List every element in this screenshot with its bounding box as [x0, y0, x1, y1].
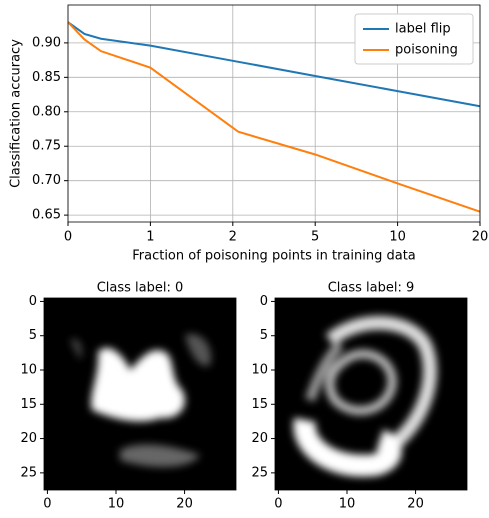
y-tick-label: 0.90	[32, 35, 61, 50]
y-tick-label: 0.65	[32, 208, 61, 223]
legend-label: label flip	[395, 22, 451, 37]
x-axis-label: Fraction of poisoning points in training…	[132, 249, 416, 264]
x-tick-label: 20	[472, 230, 489, 245]
x-tick-label: 10	[389, 230, 406, 245]
y-tick-label: 15	[20, 397, 37, 412]
x-tick-label: 20	[407, 497, 424, 512]
image-title: Class label: 0	[97, 281, 184, 296]
legend-box	[354, 13, 474, 65]
digit-image	[70, 334, 211, 467]
data-line	[67, 21, 481, 108]
y-tick-label: 0.80	[32, 104, 61, 119]
y-tick-label: 0.75	[32, 139, 61, 154]
image-frame	[43, 297, 237, 491]
y-tick-label: 0	[29, 294, 37, 309]
x-tick-label: 0	[64, 230, 72, 245]
plot-frame	[67, 4, 481, 223]
y-tick-label: 25	[20, 465, 37, 480]
y-tick-label: 20	[20, 431, 37, 446]
y-tick-label: 25	[251, 465, 268, 480]
x-tick-label: 20	[176, 497, 193, 512]
data-line	[67, 21, 481, 213]
y-tick-label: 5	[260, 328, 268, 343]
digit-image	[293, 315, 437, 477]
y-tick-label: 0.70	[32, 173, 61, 188]
x-tick-label: 1	[146, 230, 154, 245]
y-tick-label: 15	[251, 397, 268, 412]
image-frame	[274, 297, 468, 491]
legend-label: poisoning	[395, 43, 458, 58]
x-tick-label: 2	[229, 230, 237, 245]
y-tick-label: 5	[29, 328, 37, 343]
x-tick-label: 0	[274, 497, 282, 512]
image-title: Class label: 9	[328, 281, 415, 296]
y-tick-label: 10	[251, 363, 268, 378]
x-tick-label: 10	[108, 497, 125, 512]
x-tick-label: 5	[311, 230, 319, 245]
x-tick-label: 0	[43, 497, 51, 512]
x-tick-label: 10	[339, 497, 356, 512]
y-tick-label: 20	[251, 431, 268, 446]
y-tick-label: 0.85	[32, 70, 61, 85]
y-tick-label: 10	[20, 363, 37, 378]
y-axis-label: Classification accuracy	[9, 39, 24, 188]
y-tick-label: 0	[260, 294, 268, 309]
